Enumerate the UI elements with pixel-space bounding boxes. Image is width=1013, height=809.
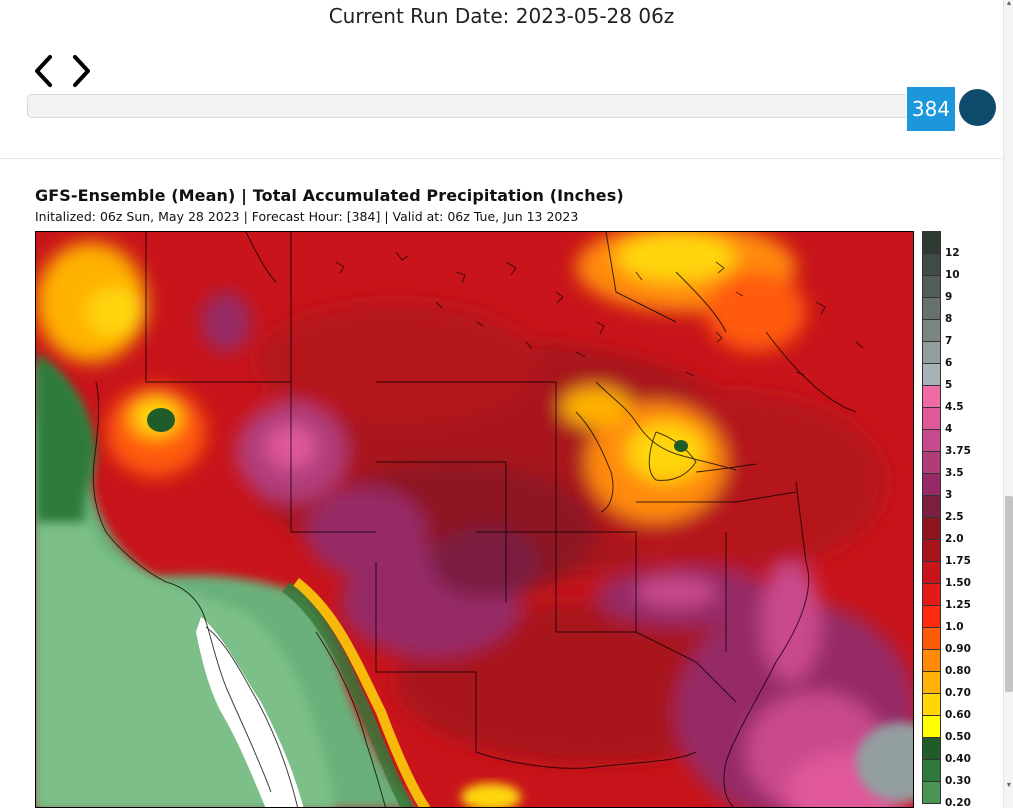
- legend-swatch: [922, 715, 941, 738]
- legend-label: 0.90: [945, 643, 971, 655]
- precipitation-map: [35, 231, 914, 808]
- legend-swatch: [922, 319, 941, 342]
- scroll-down-icon[interactable]: ▼: [1005, 782, 1013, 789]
- current-run-date: Current Run Date: 2023-05-28 06z: [328, 4, 675, 28]
- legend-swatch: [922, 341, 941, 364]
- scroll-up-icon[interactable]: ▲: [1005, 0, 1013, 7]
- legend-label: 1.75: [945, 555, 971, 567]
- next-arrow-icon[interactable]: [68, 53, 94, 89]
- legend-label: 2.5: [945, 511, 964, 523]
- legend-label: 1.0: [945, 621, 964, 633]
- legend-swatch: [922, 671, 941, 694]
- legend-label: 6: [945, 357, 953, 369]
- legend-label: 0.40: [945, 753, 971, 765]
- legend-swatch: [922, 517, 941, 540]
- legend-swatch: [922, 473, 941, 496]
- legend-swatch: [922, 385, 941, 408]
- legend-label: 4: [945, 423, 953, 435]
- legend-label: 5: [945, 379, 953, 391]
- map-title: GFS-Ensemble (Mean) | Total Accumulated …: [35, 186, 624, 205]
- legend-label: 0.60: [945, 709, 971, 721]
- legend-swatch: [922, 627, 941, 650]
- legend-swatch: [922, 781, 941, 804]
- slider-handle[interactable]: 384: [906, 86, 956, 132]
- legend-swatch: [922, 693, 941, 716]
- legend-swatch: [922, 605, 941, 628]
- play-button[interactable]: [959, 89, 996, 126]
- legend-swatch: [922, 253, 941, 276]
- legend-label: 0.80: [945, 665, 971, 677]
- legend-label: 7: [945, 335, 953, 347]
- legend-label: 3.75: [945, 445, 971, 457]
- legend-label: 9: [945, 291, 953, 303]
- legend-swatch: [922, 297, 941, 320]
- legend-label: 8: [945, 313, 953, 325]
- legend-label: 0.50: [945, 731, 971, 743]
- legend-swatch: [922, 407, 941, 430]
- legend-swatch: [922, 275, 941, 298]
- previous-arrow-icon[interactable]: [31, 53, 57, 89]
- legend-swatch: [922, 583, 941, 606]
- legend-label: 4.5: [945, 401, 964, 413]
- legend-label: 0.30: [945, 775, 971, 787]
- legend-swatch: [922, 649, 941, 672]
- legend-label: 3.5: [945, 467, 964, 479]
- legend-label: 0.20: [945, 797, 971, 809]
- legend-swatch: [922, 759, 941, 782]
- legend-label: 1.50: [945, 577, 971, 589]
- legend-label: 3: [945, 489, 953, 501]
- legend-label: 2.0: [945, 533, 964, 545]
- legend-swatch: [922, 561, 941, 584]
- legend-swatch: [922, 495, 941, 518]
- legend-swatch: [922, 429, 941, 452]
- legend-label: 12: [945, 247, 960, 259]
- legend-label: 0.70: [945, 687, 971, 699]
- legend-swatch: [922, 363, 941, 386]
- legend-swatch: [922, 231, 941, 254]
- legend-swatch: [922, 451, 941, 474]
- legend-swatch: [922, 539, 941, 562]
- divider: [0, 158, 1003, 159]
- scroll-thumb[interactable]: [1005, 496, 1013, 692]
- color-legend: [922, 231, 941, 808]
- forecast-hour-slider[interactable]: [27, 94, 929, 118]
- page-scrollbar[interactable]: ▲ ▼: [1003, 0, 1013, 808]
- map-subtitle: Initalized: 06z Sun, May 28 2023 | Forec…: [35, 209, 579, 224]
- legend-label: 10: [945, 269, 960, 281]
- legend-label: 1.25: [945, 599, 971, 611]
- legend-swatch: [922, 737, 941, 760]
